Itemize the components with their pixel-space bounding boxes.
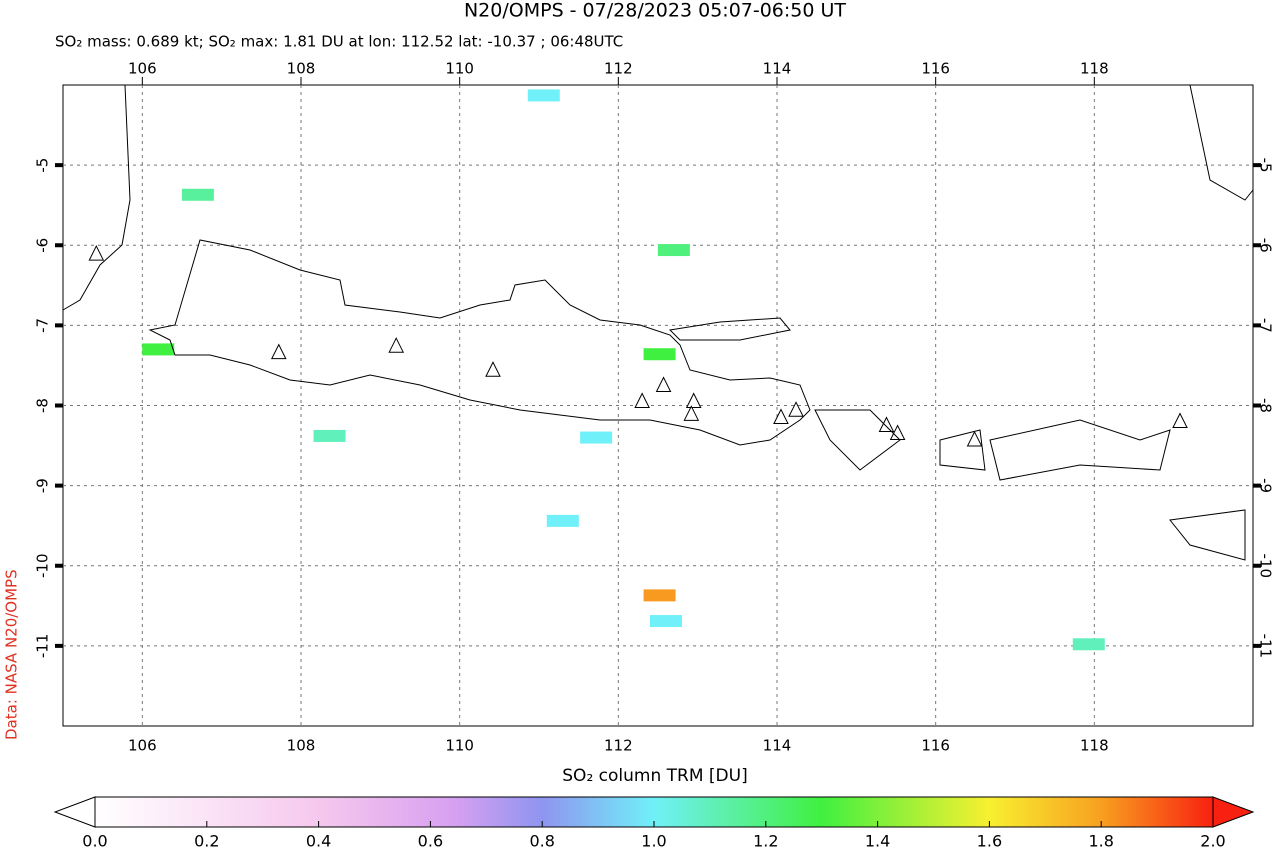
volcano [388, 337, 405, 353]
volcano [788, 401, 804, 417]
x-tick-mark [935, 77, 937, 85]
volcano [683, 405, 700, 421]
y-tick-mark [55, 643, 63, 648]
x-tick-label: 108 [287, 60, 316, 78]
y-tick-label: -11 [1257, 634, 1272, 659]
volcano [889, 424, 906, 441]
volcano [685, 392, 702, 408]
x-tick-label: 116 [921, 737, 950, 755]
volcano [878, 416, 895, 433]
colorbar-tick-label: 0.0 [82, 832, 107, 851]
y-tick-label: -8 [34, 398, 52, 413]
y-tick-label: -8 [1257, 398, 1272, 413]
x-tick-label: 114 [763, 737, 792, 755]
y-tick-mark [55, 403, 63, 408]
colorbar-tick-label: 1.0 [641, 832, 666, 851]
y-tick-label: -10 [34, 554, 52, 579]
y-tick-label: -10 [1257, 554, 1272, 579]
x-tick-label: 110 [445, 737, 474, 755]
y-tick-label: -9 [34, 478, 52, 493]
x-tick-mark [141, 77, 143, 85]
so2-pixel [657, 244, 690, 257]
so2-pixel [580, 431, 613, 444]
x-tick-mark [776, 77, 778, 85]
colorbar-tick-label: 1.2 [753, 832, 778, 851]
y-tick-mark [1253, 483, 1261, 488]
x-tick-mark [617, 77, 619, 85]
y-tick-label: -6 [34, 238, 52, 253]
colorbar-tick-label: 0.2 [194, 832, 219, 851]
colorbar-tick-label: 2.0 [1200, 832, 1225, 851]
volcano [485, 361, 501, 377]
y-tick-mark [1253, 643, 1261, 648]
colorbar-tick-label: 0.4 [306, 832, 331, 851]
so2-pixel [181, 188, 214, 201]
y-tick-mark [55, 563, 63, 568]
colorbar-high-arrow [1212, 796, 1255, 828]
colorbar-tick-label: 1.8 [1088, 832, 1113, 851]
colorbar-tick-label: 0.8 [529, 832, 554, 851]
x-tick-label: 112 [604, 60, 633, 78]
y-tick-label: -5 [1257, 158, 1272, 173]
y-tick-label: -9 [1257, 478, 1272, 493]
x-tick-label: 114 [763, 60, 792, 78]
x-tick-mark [300, 77, 302, 85]
y-tick-label: -5 [34, 158, 52, 173]
so2-pixel [649, 615, 682, 628]
x-tick-label: 110 [445, 60, 474, 78]
x-tick-label: 106 [128, 60, 157, 78]
colorbar-tick-label: 1.4 [865, 832, 890, 851]
y-tick-mark [1253, 563, 1261, 568]
colorbar-tick-label: 0.6 [418, 832, 443, 851]
y-tick-label: -7 [1257, 318, 1272, 333]
volcano [773, 408, 789, 425]
y-tick-mark [55, 163, 63, 168]
y-tick-mark [1253, 243, 1261, 248]
y-tick-label: -7 [34, 318, 52, 333]
volcano [270, 343, 287, 360]
x-tick-label: 118 [1080, 60, 1109, 78]
x-tick-label: 116 [921, 60, 950, 78]
volcano [655, 376, 672, 392]
colorbar-tick-label: 1.6 [977, 832, 1002, 851]
volcano [88, 244, 105, 261]
so2-pixel [527, 89, 560, 102]
y-tick-mark [1253, 403, 1261, 408]
x-tick-label: 112 [604, 737, 633, 755]
x-tick-label: 106 [128, 737, 157, 755]
so2-pixel [1072, 638, 1105, 651]
x-tick-label: 118 [1080, 737, 1109, 755]
subtitle: SO₂ mass: 0.689 kt; SO₂ max: 1.81 DU at … [55, 33, 623, 51]
volcano [966, 430, 983, 447]
y-tick-mark [1253, 163, 1261, 168]
x-tick-mark [459, 77, 461, 85]
coastlines [62, 84, 1254, 561]
so2-pixel [546, 514, 579, 527]
so2-pixel [643, 348, 676, 361]
y-tick-mark [1253, 323, 1261, 328]
so2-pixel [142, 343, 175, 356]
y-tick-mark [55, 243, 63, 248]
y-tick-mark [55, 483, 63, 488]
y-tick-label: -11 [34, 634, 52, 659]
credit: Data: NASA N20/OMPS [3, 569, 21, 740]
x-tick-label: 108 [287, 737, 316, 755]
volcano [634, 392, 650, 408]
colorbar-label: SO₂ column TRM [DU] [562, 766, 747, 786]
y-tick-label: -6 [1257, 238, 1272, 253]
so2-pixel [643, 589, 676, 602]
title: N20/OMPS - 07/28/2023 05:07-06:50 UT [464, 0, 846, 22]
y-tick-mark [55, 323, 63, 328]
colorbar-low-arrow [53, 796, 96, 828]
volcano [1172, 412, 1188, 429]
so2-pixel [313, 429, 346, 442]
x-tick-mark [1093, 77, 1095, 85]
